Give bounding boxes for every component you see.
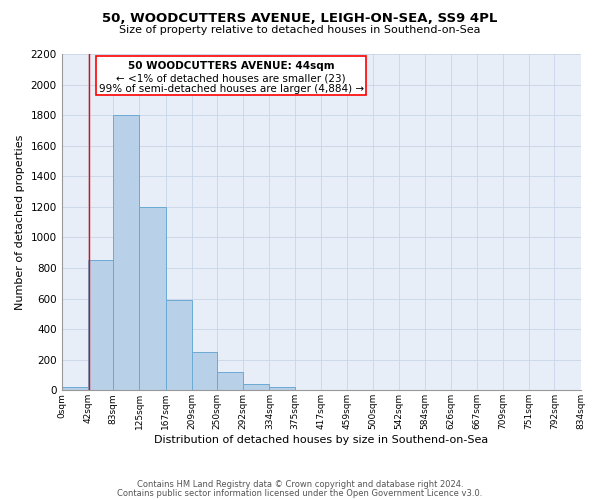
Bar (139, 207, 166, 390)
X-axis label: Distribution of detached houses by size in Southend-on-Sea: Distribution of detached houses by size … (154, 435, 488, 445)
Text: Contains HM Land Registry data © Crown copyright and database right 2024.: Contains HM Land Registry data © Crown c… (137, 480, 463, 489)
FancyBboxPatch shape (96, 56, 367, 96)
Bar (113, 115, 139, 390)
Text: Contains public sector information licensed under the Open Government Licence v3: Contains public sector information licen… (118, 488, 482, 498)
Bar (191, 352, 217, 391)
Text: 50, WOODCUTTERS AVENUE, LEIGH-ON-SEA, SS9 4PL: 50, WOODCUTTERS AVENUE, LEIGH-ON-SEA, SS… (103, 12, 497, 26)
Bar (244, 384, 269, 390)
Y-axis label: Number of detached properties: Number of detached properties (15, 134, 25, 310)
Text: Size of property relative to detached houses in Southend-on-Sea: Size of property relative to detached ho… (119, 25, 481, 35)
Text: ← <1% of detached houses are smaller (23): ← <1% of detached houses are smaller (23… (116, 74, 346, 84)
Bar (166, 300, 191, 390)
Bar (269, 387, 295, 390)
Text: 50 WOODCUTTERS AVENUE: 44sqm: 50 WOODCUTTERS AVENUE: 44sqm (128, 61, 335, 71)
Bar (88, 260, 113, 390)
Bar (217, 372, 244, 390)
Text: 99% of semi-detached houses are larger (4,884) →: 99% of semi-detached houses are larger (… (98, 84, 364, 94)
Bar (62, 387, 88, 390)
